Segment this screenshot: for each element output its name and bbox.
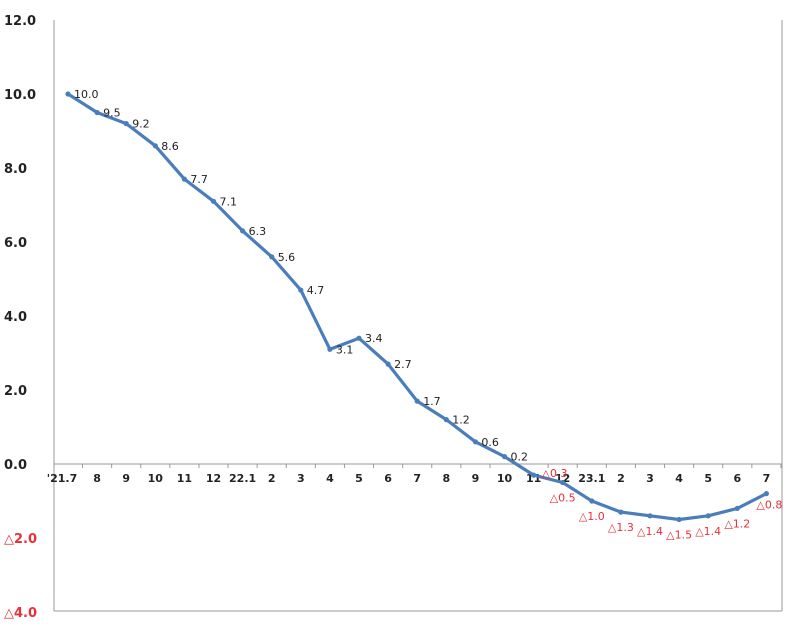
data-label: 9.2	[132, 118, 150, 131]
x-tick-label: 7	[763, 472, 771, 485]
data-point	[123, 121, 129, 127]
data-label: 8.6	[161, 140, 179, 153]
data-point	[298, 287, 304, 293]
data-point	[414, 398, 420, 404]
data-point	[94, 109, 100, 116]
data-label: 5.6	[278, 251, 296, 264]
data-label: △0.5	[550, 492, 576, 505]
data-label: 2.7	[394, 358, 412, 371]
data-point	[385, 361, 391, 367]
y-tick-label: 10.0	[4, 88, 36, 103]
data-label: 6.3	[249, 225, 267, 238]
data-label: △1.5	[666, 529, 692, 542]
y-tick-label: 8.0	[4, 162, 27, 177]
data-point	[763, 491, 770, 497]
y-tick-label: 6.0	[4, 236, 27, 251]
x-tick-label: 10	[497, 472, 513, 485]
data-label: △0.8	[756, 499, 782, 512]
x-tick-label: '21.7	[47, 472, 78, 485]
data-label: 7.7	[190, 173, 208, 186]
x-tick-label: 3	[297, 472, 305, 485]
data-point	[472, 439, 478, 445]
y-tick-label: 4.0	[4, 310, 27, 325]
data-label: △0.3	[542, 467, 568, 480]
series-group	[65, 91, 770, 523]
series-line	[66, 92, 769, 522]
data-point	[676, 516, 682, 523]
data-point	[269, 254, 275, 260]
x-axis-ticks: '21.7 8 9 10 11 12 22.1 2 3 4 5 6 7 8 9 10 11 12 23.1 2 3 4 5 6…	[47, 464, 782, 485]
x-tick-label: 6	[384, 472, 392, 485]
x-tick-label: 5	[704, 472, 712, 485]
data-label: △1.4	[695, 525, 721, 538]
data-label: △1.0	[579, 510, 605, 523]
data-label: 4.7	[307, 284, 325, 297]
data-label: 10.0	[74, 88, 99, 101]
data-point	[210, 198, 217, 204]
data-label: 3.1	[336, 343, 354, 356]
data-label: 9.5	[103, 107, 121, 120]
data-point	[589, 498, 595, 504]
x-tick-label: 8	[442, 472, 450, 485]
x-tick-label: 11	[177, 472, 192, 485]
data-point	[65, 91, 71, 97]
data-point	[152, 143, 158, 149]
x-tick-label: 2	[617, 472, 625, 485]
data-point	[356, 335, 362, 341]
x-tick-label: 5	[355, 472, 363, 485]
data-point	[181, 176, 187, 182]
data-labels: 10.0 9.5 9.2 8.6 7.7 7.1 6.3 5.6 4.7 3.1 3.4 2.7 1.7…	[74, 88, 782, 542]
data-point	[327, 346, 333, 352]
y-tick-label: △4.0	[4, 606, 37, 621]
data-label: 1.2	[452, 414, 470, 427]
data-point	[647, 513, 653, 519]
data-point	[501, 454, 508, 460]
data-point	[443, 417, 449, 423]
x-tick-label: 6	[733, 472, 741, 485]
data-label: △1.2	[724, 517, 750, 530]
data-label: 1.7	[423, 395, 441, 408]
x-tick-label: 3	[646, 472, 654, 485]
x-tick-label: 12	[206, 472, 221, 485]
axes	[53, 20, 783, 612]
data-label: △1.3	[608, 521, 634, 534]
y-tick-label: △2.0	[4, 532, 37, 547]
x-tick-label: 4	[675, 472, 683, 485]
x-tick-label: 4	[326, 472, 334, 485]
x-tick-label: 8	[93, 472, 101, 485]
x-tick-label: 7	[413, 472, 421, 485]
x-tick-label: 2	[268, 472, 276, 485]
x-tick-label: 10	[148, 472, 164, 485]
data-label: 3.4	[365, 332, 383, 345]
data-label: 0.2	[511, 451, 529, 464]
x-tick-label: 9	[122, 472, 130, 485]
x-tick-label: 22.1	[229, 472, 256, 485]
data-point	[705, 513, 711, 519]
data-label: 0.6	[481, 436, 499, 449]
y-tick-label: 12.0	[4, 14, 36, 29]
data-point	[531, 472, 537, 478]
data-point	[618, 509, 624, 515]
data-point	[734, 505, 740, 511]
data-label: △1.4	[637, 525, 663, 538]
y-tick-label: 2.0	[4, 384, 27, 399]
data-label: 7.1	[220, 195, 238, 208]
y-tick-label: 0.0	[4, 458, 27, 473]
data-point	[560, 479, 566, 486]
data-point	[240, 228, 246, 234]
y-axis-ticks: 12.0 10.0 8.0 6.0 4.0 2.0 0.0 △2.0 △4.0	[4, 14, 37, 621]
x-tick-label: 9	[472, 472, 480, 485]
x-tick-label: 23.1	[578, 472, 605, 485]
